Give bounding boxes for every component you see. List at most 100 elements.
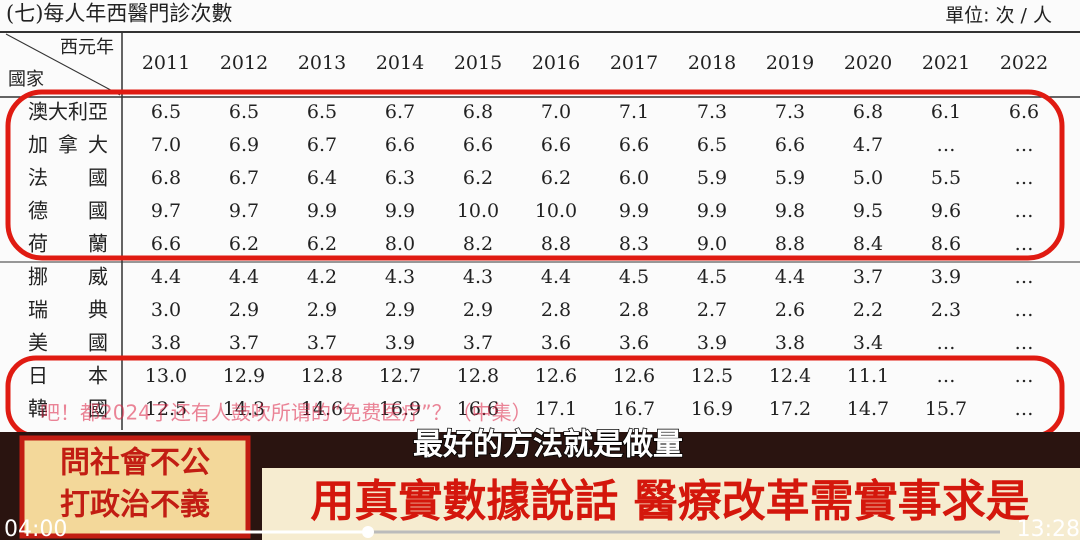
cell: 7.0 (541, 101, 571, 123)
cell: 3.8 (775, 332, 805, 354)
column-header: 2013 (298, 52, 346, 74)
cell: 9.9 (307, 200, 337, 222)
cell: 9.0 (697, 233, 727, 255)
cell: … (937, 365, 956, 387)
cell: 6.2 (229, 233, 259, 255)
cell: 9.9 (697, 200, 727, 222)
cell: 6.7 (307, 134, 337, 156)
cell: 4.5 (619, 266, 649, 288)
cell: 3.9 (697, 332, 727, 354)
cell: 6.6 (619, 134, 649, 156)
cell: 4.3 (463, 266, 493, 288)
cell: 4.2 (307, 266, 337, 288)
cell: 3.6 (541, 332, 571, 354)
cell: 12.5 (691, 365, 733, 387)
cell: 4.4 (151, 266, 181, 288)
cell: 13.0 (145, 365, 187, 387)
cell: 14.3 (223, 398, 265, 420)
cell: 5.5 (931, 167, 961, 189)
sign-line: 問社會不公 (60, 446, 210, 481)
cell: 3.6 (619, 332, 649, 354)
progress-handle[interactable] (362, 526, 374, 538)
cell: 7.0 (151, 134, 181, 156)
banner (262, 468, 1080, 540)
cell: 3.8 (151, 332, 181, 354)
cell: 9.5 (853, 200, 883, 222)
corner-row: 國家 (8, 69, 44, 90)
cell: 6.3 (385, 167, 415, 189)
cell: 12.8 (457, 365, 499, 387)
cell: … (937, 134, 956, 156)
cell: … (1015, 299, 1034, 321)
cell: 14.7 (847, 398, 889, 420)
sign-line: 打政治不義 (60, 488, 210, 523)
cell: 6.6 (385, 134, 415, 156)
cell: 3.9 (385, 332, 415, 354)
cell: … (1015, 266, 1034, 288)
cell: 4.4 (229, 266, 259, 288)
cell: 3.7 (853, 266, 883, 288)
cell: … (1015, 233, 1034, 255)
cell: 17.1 (535, 398, 577, 420)
cell: 9.9 (619, 200, 649, 222)
column-header: 2020 (844, 52, 892, 74)
column-header: 2021 (922, 52, 970, 74)
cell: 6.2 (463, 167, 493, 189)
time-total: 13:28 (1017, 517, 1080, 540)
ticker: 吧！都2024了还有人鼓吹所谓的“免费医疗”？（中集） (40, 401, 532, 425)
cell: 6.6 (775, 134, 805, 156)
diagonal (5, 33, 121, 96)
cell: 9.7 (229, 200, 259, 222)
cell: 6.8 (463, 101, 493, 123)
cell: 7.3 (697, 101, 727, 123)
column-header: 2012 (220, 52, 268, 74)
column-header: 2022 (1000, 52, 1048, 74)
cell: 16.6 (457, 398, 499, 420)
cell: … (1015, 365, 1034, 387)
cell: 2.2 (853, 299, 883, 321)
column-header: 2019 (766, 52, 814, 74)
column-header: 2016 (532, 52, 580, 74)
cell: 3.7 (307, 332, 337, 354)
cell: … (937, 332, 956, 354)
table-title: (七)每人年西醫門診次數 (6, 2, 232, 26)
cell: 16.9 (379, 398, 421, 420)
country: 加拿大 (28, 133, 108, 157)
cell: 6.5 (697, 134, 727, 156)
cell: 16.7 (613, 398, 655, 420)
cell: 6.4 (307, 167, 337, 189)
cell: 2.9 (385, 299, 415, 321)
cell: 10.0 (457, 200, 499, 222)
cell: 3.9 (931, 266, 961, 288)
cell: 12.8 (301, 365, 343, 387)
cell: 9.9 (385, 200, 415, 222)
cell: … (1015, 398, 1034, 420)
cell: 4.5 (697, 266, 727, 288)
cell: 6.5 (307, 101, 337, 123)
cell: 9.7 (151, 200, 181, 222)
cell: … (1015, 134, 1034, 156)
column-header: 2014 (376, 52, 424, 74)
cell: 11.1 (847, 365, 889, 387)
cell: 6.6 (463, 134, 493, 156)
column-header: 2015 (454, 52, 502, 74)
cell: 8.8 (775, 233, 805, 255)
cell: 15.7 (925, 398, 967, 420)
column-header: 2018 (688, 52, 736, 74)
corner-column: 西元年 (60, 37, 114, 58)
cell: 6.2 (307, 233, 337, 255)
cell: 3.7 (463, 332, 493, 354)
cell: 12.5 (145, 398, 187, 420)
cell: 4.7 (853, 134, 883, 156)
cell: 16.9 (691, 398, 733, 420)
cell: 2.6 (775, 299, 805, 321)
cell: … (1015, 200, 1034, 222)
cell: 8.4 (853, 233, 883, 255)
cell: 6.5 (151, 101, 181, 123)
cell: 5.9 (775, 167, 805, 189)
column-header: 2017 (610, 52, 658, 74)
cell: 2.9 (307, 299, 337, 321)
cell: 6.7 (229, 167, 259, 189)
cell: 2.9 (463, 299, 493, 321)
